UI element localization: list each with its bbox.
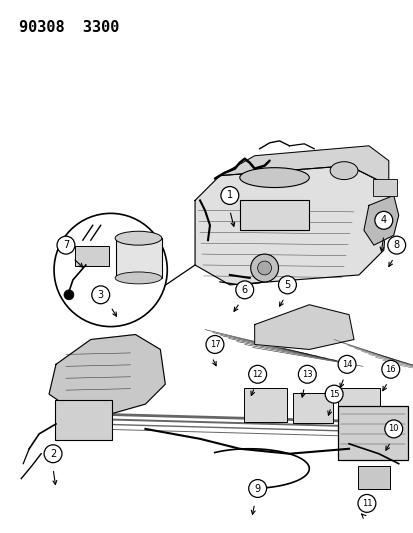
Circle shape	[221, 187, 238, 205]
Circle shape	[92, 286, 109, 304]
Text: 16: 16	[385, 365, 395, 374]
Text: 17: 17	[209, 340, 220, 349]
Text: 14: 14	[341, 360, 351, 369]
Circle shape	[248, 365, 266, 383]
Polygon shape	[239, 200, 309, 230]
Circle shape	[257, 261, 271, 275]
Polygon shape	[254, 305, 353, 350]
Circle shape	[248, 480, 266, 497]
Text: 11: 11	[361, 499, 371, 508]
Text: 1: 1	[226, 190, 233, 200]
Text: 8: 8	[393, 240, 399, 250]
Polygon shape	[195, 166, 388, 285]
Text: 2: 2	[50, 449, 56, 459]
Ellipse shape	[239, 168, 309, 188]
Circle shape	[337, 356, 355, 373]
Text: 7: 7	[63, 240, 69, 250]
FancyBboxPatch shape	[337, 406, 407, 459]
Circle shape	[44, 445, 62, 463]
Circle shape	[374, 212, 392, 229]
Text: 5: 5	[284, 280, 290, 290]
Ellipse shape	[115, 231, 161, 245]
Polygon shape	[49, 335, 165, 414]
Circle shape	[387, 236, 405, 254]
Text: 15: 15	[328, 390, 339, 399]
Text: 9: 9	[254, 483, 260, 494]
Text: 13: 13	[301, 370, 312, 379]
Polygon shape	[115, 238, 162, 278]
Circle shape	[325, 385, 342, 403]
FancyBboxPatch shape	[243, 388, 287, 422]
Circle shape	[54, 213, 167, 327]
FancyBboxPatch shape	[293, 393, 332, 423]
Circle shape	[57, 236, 75, 254]
Text: 6: 6	[241, 285, 247, 295]
Text: 3: 3	[97, 290, 104, 300]
Circle shape	[206, 336, 223, 353]
Ellipse shape	[330, 161, 357, 180]
FancyBboxPatch shape	[337, 388, 379, 422]
FancyBboxPatch shape	[75, 246, 108, 266]
Text: 90308  3300: 90308 3300	[19, 20, 119, 35]
Circle shape	[250, 254, 278, 282]
Text: 10: 10	[387, 424, 398, 433]
Polygon shape	[219, 146, 388, 185]
Circle shape	[357, 495, 375, 512]
Circle shape	[235, 281, 253, 299]
Circle shape	[384, 420, 402, 438]
Circle shape	[64, 290, 74, 300]
FancyBboxPatch shape	[55, 400, 112, 440]
Circle shape	[298, 365, 316, 383]
Circle shape	[278, 276, 296, 294]
FancyBboxPatch shape	[357, 466, 389, 489]
Text: 4: 4	[380, 215, 386, 225]
FancyBboxPatch shape	[372, 179, 396, 197]
Polygon shape	[363, 196, 398, 245]
Ellipse shape	[115, 272, 161, 284]
Text: 12: 12	[252, 370, 262, 379]
Circle shape	[381, 360, 399, 378]
